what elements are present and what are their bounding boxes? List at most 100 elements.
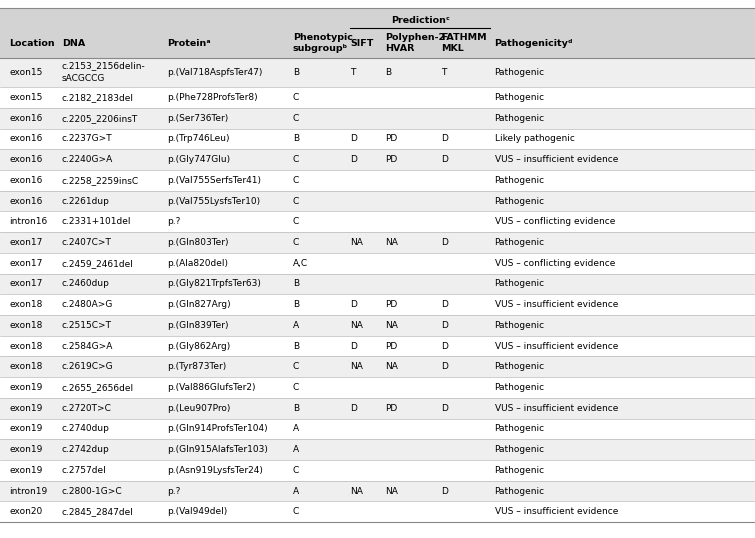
Text: PD: PD <box>385 300 397 309</box>
Text: Pathogenicityᵈ: Pathogenicityᵈ <box>495 39 573 47</box>
Text: VUS – insufficient evidence: VUS – insufficient evidence <box>495 300 618 309</box>
Text: c.2757del: c.2757del <box>62 466 106 475</box>
Bar <box>0 315 755 336</box>
Text: NA: NA <box>350 486 363 495</box>
Text: p.(Leu907Pro): p.(Leu907Pro) <box>168 404 231 413</box>
Text: p.(Gly862Arg): p.(Gly862Arg) <box>168 342 231 351</box>
Text: c.2515C>T: c.2515C>T <box>62 321 112 330</box>
Text: Pathogenic: Pathogenic <box>495 238 544 247</box>
Text: NA: NA <box>385 238 398 247</box>
Text: c.2480A>G: c.2480A>G <box>62 300 113 309</box>
Text: Pathogenic: Pathogenic <box>495 466 544 475</box>
Bar <box>0 439 755 460</box>
Text: exon17: exon17 <box>9 279 42 288</box>
Text: NA: NA <box>385 486 398 495</box>
Text: exon19: exon19 <box>9 445 42 454</box>
Text: FATHMM
MKL: FATHMM MKL <box>441 33 486 53</box>
Text: c.2742dup: c.2742dup <box>62 445 109 454</box>
Text: c.2740dup: c.2740dup <box>62 424 109 434</box>
Bar <box>0 211 755 232</box>
Text: Pathogenic: Pathogenic <box>495 383 544 392</box>
Text: p.(Gln915AlafsTer103): p.(Gln915AlafsTer103) <box>168 445 269 454</box>
Bar <box>0 398 755 419</box>
Text: p.(Val886GlufsTer2): p.(Val886GlufsTer2) <box>168 383 256 392</box>
Text: D: D <box>441 155 448 164</box>
Bar <box>0 356 755 377</box>
Text: p.(Asn919LysfsTer24): p.(Asn919LysfsTer24) <box>168 466 263 475</box>
Bar <box>0 501 755 522</box>
Bar <box>0 460 755 480</box>
Text: p.(Gln803Ter): p.(Gln803Ter) <box>168 238 229 247</box>
Text: C: C <box>293 383 299 392</box>
Text: NA: NA <box>350 238 363 247</box>
Text: c.2584G>A: c.2584G>A <box>62 342 113 351</box>
Text: p.(Val755LysfsTer10): p.(Val755LysfsTer10) <box>168 196 260 206</box>
Text: D: D <box>441 134 448 144</box>
Text: NA: NA <box>350 362 363 371</box>
Text: T: T <box>350 68 356 77</box>
Bar <box>0 336 755 356</box>
Text: PD: PD <box>385 134 397 144</box>
Text: exon19: exon19 <box>9 404 42 413</box>
Text: D: D <box>441 342 448 351</box>
Text: Pathogenic: Pathogenic <box>495 176 544 185</box>
Text: D: D <box>441 362 448 371</box>
Text: exon18: exon18 <box>9 300 42 309</box>
Text: intron19: intron19 <box>9 486 48 495</box>
Text: c.2331+101del: c.2331+101del <box>62 217 131 226</box>
Text: Predictionᶜ: Predictionᶜ <box>391 16 449 25</box>
Text: c.2240G>A: c.2240G>A <box>62 155 113 164</box>
Text: exon16: exon16 <box>9 176 42 185</box>
Text: A: A <box>293 424 299 434</box>
Text: A: A <box>293 445 299 454</box>
Text: Pathogenic: Pathogenic <box>495 424 544 434</box>
Text: p.?: p.? <box>168 217 181 226</box>
Text: VUS – insufficient evidence: VUS – insufficient evidence <box>495 342 618 351</box>
Text: C: C <box>293 466 299 475</box>
Text: c.2800-1G>C: c.2800-1G>C <box>62 486 122 495</box>
Text: p.(Val755SerfsTer41): p.(Val755SerfsTer41) <box>168 176 262 185</box>
Text: D: D <box>441 404 448 413</box>
Text: C: C <box>293 114 299 123</box>
Bar <box>0 108 755 129</box>
Text: D: D <box>441 486 448 495</box>
Bar <box>0 87 755 108</box>
Text: B: B <box>293 300 299 309</box>
Text: c.2237G>T: c.2237G>T <box>62 134 112 144</box>
Text: VUS – conflicting evidence: VUS – conflicting evidence <box>495 217 615 226</box>
Text: Pathogenic: Pathogenic <box>495 93 544 102</box>
Text: c.2655_2656del: c.2655_2656del <box>62 383 134 392</box>
Text: Pathogenic: Pathogenic <box>495 362 544 371</box>
Text: exon18: exon18 <box>9 362 42 371</box>
Text: C: C <box>293 238 299 247</box>
Text: exon19: exon19 <box>9 383 42 392</box>
Text: c.2845_2847del: c.2845_2847del <box>62 507 134 516</box>
Bar <box>0 419 755 439</box>
Bar <box>0 170 755 190</box>
Text: p.(Tyr873Ter): p.(Tyr873Ter) <box>168 362 226 371</box>
Text: c.2182_2183del: c.2182_2183del <box>62 93 134 102</box>
Text: p.?: p.? <box>168 486 181 495</box>
Text: c.2720T>C: c.2720T>C <box>62 404 112 413</box>
Bar <box>0 273 755 294</box>
Text: A: A <box>293 486 299 495</box>
Text: exon17: exon17 <box>9 259 42 268</box>
Text: Pathogenic: Pathogenic <box>495 445 544 454</box>
Text: DNA: DNA <box>62 39 85 47</box>
Text: B: B <box>293 404 299 413</box>
Text: c.2460dup: c.2460dup <box>62 279 109 288</box>
Bar <box>0 253 755 273</box>
Text: A: A <box>293 321 299 330</box>
Text: Location: Location <box>9 39 54 47</box>
Text: Pathogenic: Pathogenic <box>495 321 544 330</box>
Text: c.2459_2461del: c.2459_2461del <box>62 259 134 268</box>
Text: VUS – conflicting evidence: VUS – conflicting evidence <box>495 259 615 268</box>
Text: Pathogenic: Pathogenic <box>495 486 544 495</box>
Text: exon15: exon15 <box>9 68 42 77</box>
Text: exon15: exon15 <box>9 93 42 102</box>
Text: Proteinᵃ: Proteinᵃ <box>168 39 211 47</box>
Text: C: C <box>293 362 299 371</box>
Text: D: D <box>350 134 357 144</box>
Text: Likely pathogenic: Likely pathogenic <box>495 134 575 144</box>
Text: c.2619C>G: c.2619C>G <box>62 362 113 371</box>
